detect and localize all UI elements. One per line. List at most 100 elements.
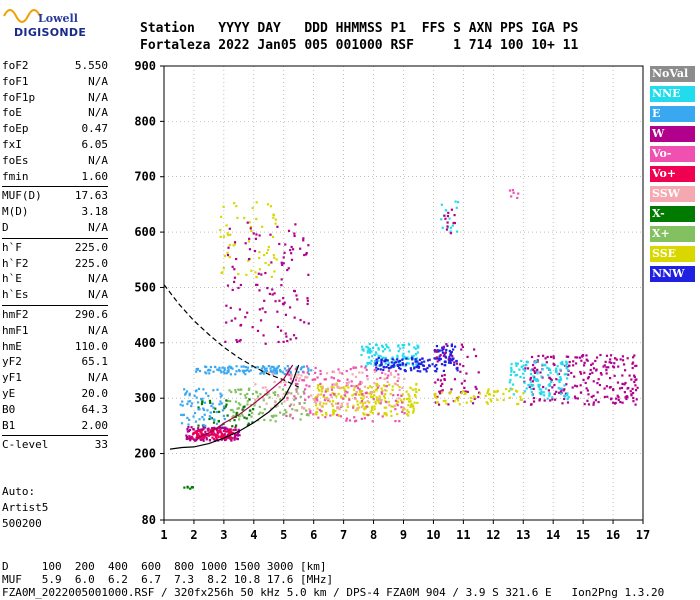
echo-point (396, 356, 399, 359)
echo-point (221, 366, 224, 369)
echo-point (197, 433, 200, 436)
echo-point (302, 371, 305, 374)
echo-point (276, 404, 279, 407)
echo-point (531, 394, 534, 397)
echo-point (375, 382, 378, 386)
echo-point (205, 365, 208, 369)
echo-point (516, 196, 519, 200)
echo-point (240, 365, 243, 368)
echo-point (220, 432, 224, 435)
echo-point (368, 385, 372, 388)
echo-point (359, 390, 362, 394)
echo-point (522, 391, 525, 395)
echo-point (309, 411, 312, 414)
echo-point (271, 370, 274, 374)
echo-point (583, 403, 586, 406)
echo-point (223, 433, 226, 436)
echo-point (442, 346, 445, 349)
echo-point (410, 369, 413, 372)
echo-point (189, 487, 192, 490)
echo-point (275, 370, 279, 373)
echo-point (202, 423, 205, 427)
echo-point (220, 434, 223, 437)
echo-point (401, 410, 404, 414)
echo-point (621, 401, 624, 404)
echo-point (401, 358, 404, 361)
echo-point (360, 417, 363, 420)
echo-point (277, 395, 280, 398)
echo-point (416, 362, 419, 365)
echo-point (188, 435, 191, 438)
echo-point (288, 404, 292, 408)
echo-point (396, 364, 400, 368)
echo-point (366, 413, 369, 417)
echo-point (566, 397, 569, 400)
param-name: h`Es (2, 288, 29, 302)
echo-point (525, 360, 528, 364)
echo-point (379, 368, 382, 371)
param-name: foF2 (2, 59, 29, 72)
echo-point (412, 364, 415, 367)
echo-point (615, 397, 618, 400)
echo-point (186, 428, 189, 431)
echo-point (346, 391, 349, 394)
echo-points (179, 189, 639, 490)
echo-point (233, 436, 236, 439)
echo-point (365, 368, 368, 371)
echo-point (605, 372, 608, 375)
echo-point (299, 318, 302, 322)
echo-point (620, 386, 624, 390)
echo-point (238, 308, 242, 311)
echo-point (229, 233, 232, 236)
echo-point (574, 397, 577, 400)
echo-point (398, 362, 401, 365)
echo-point (208, 417, 211, 421)
param-name: foF1 (2, 74, 29, 88)
echo-point (439, 384, 443, 387)
echo-point (441, 382, 444, 385)
echo-point (225, 403, 228, 406)
echo-point (396, 354, 399, 357)
echo-point (244, 373, 247, 376)
echo-point (633, 380, 636, 384)
echo-point (271, 372, 275, 375)
echo-point (227, 368, 230, 372)
echo-point (294, 368, 297, 371)
echo-point (452, 348, 455, 351)
echo-point (210, 431, 213, 434)
echo-point (349, 368, 352, 371)
echo-point (398, 388, 401, 392)
echo-point (532, 387, 535, 390)
echo-point (565, 361, 568, 364)
echo-point (212, 437, 216, 441)
echo-point (318, 389, 321, 392)
echo-point (532, 363, 535, 367)
echo-point (315, 397, 318, 400)
param-name: hmE (2, 339, 22, 353)
echo-point (295, 337, 298, 340)
echo-point (450, 343, 453, 346)
echo-point (374, 370, 377, 373)
echo-point (335, 395, 338, 398)
echo-point (204, 424, 207, 427)
echo-point (269, 205, 273, 208)
echo-point (407, 357, 410, 361)
echo-point (369, 410, 372, 413)
echo-point (217, 435, 220, 438)
echo-point (180, 413, 183, 416)
echo-point (233, 435, 237, 438)
echo-point (373, 408, 376, 411)
echo-point (370, 393, 373, 396)
echo-point (194, 439, 197, 442)
echo-point (564, 395, 567, 398)
echo-point (348, 397, 351, 400)
echo-point (612, 388, 615, 391)
echo-point (575, 385, 579, 388)
echo-point (301, 406, 304, 409)
echo-point (325, 413, 328, 416)
echo-point (190, 402, 194, 405)
echo-point (231, 288, 234, 292)
echo-point (215, 434, 218, 437)
echo-point (300, 412, 303, 416)
echo-point (209, 369, 212, 372)
